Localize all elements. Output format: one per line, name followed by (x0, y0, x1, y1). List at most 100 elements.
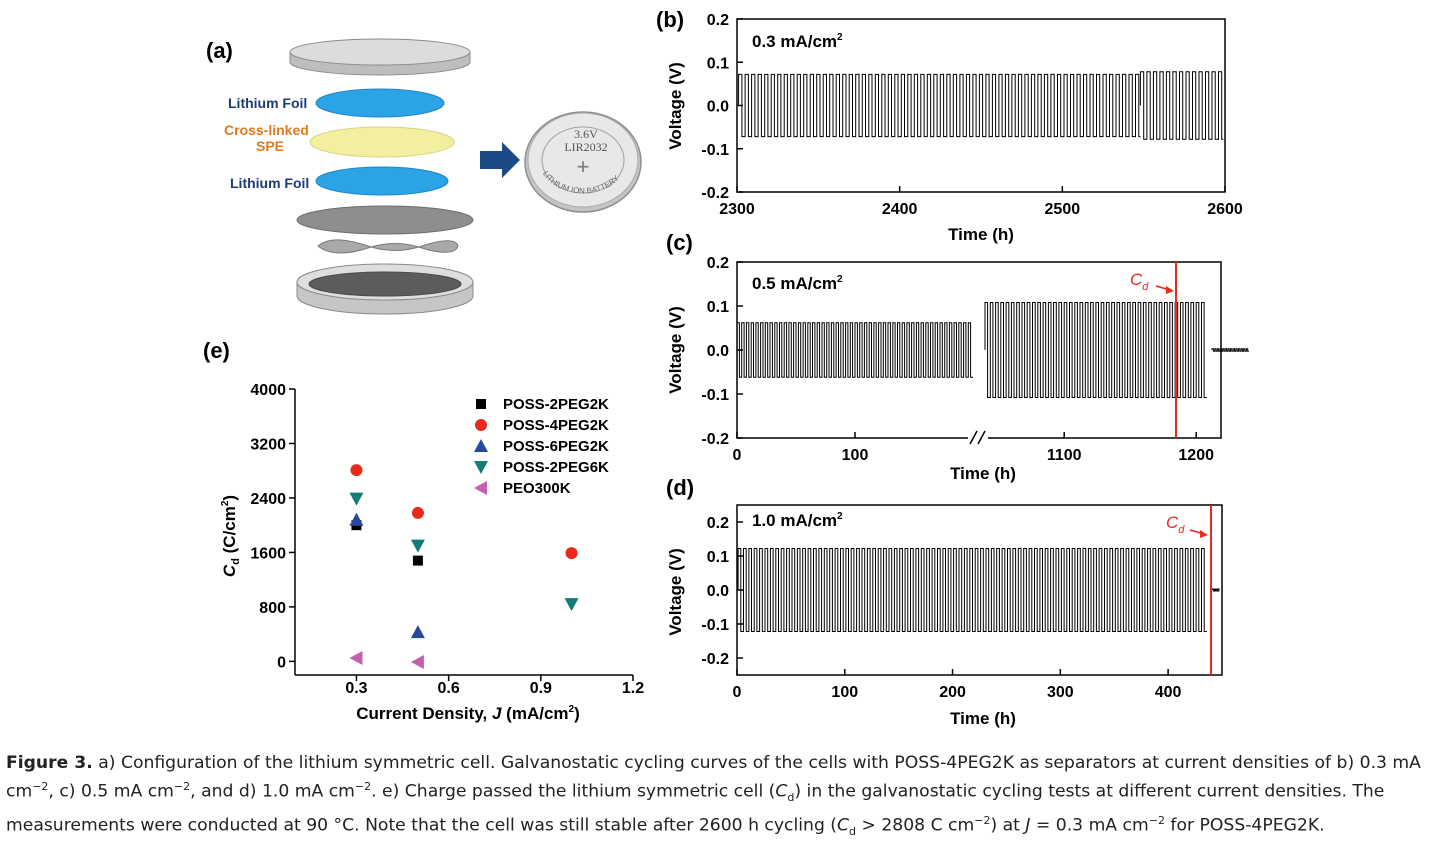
voltage-line-b (738, 71, 1224, 140)
d-xtick-label: 200 (939, 684, 966, 701)
d-ytick-label: -0.2 (701, 651, 729, 668)
e-ytick-label: 800 (259, 600, 286, 617)
arrow-icon (480, 142, 520, 178)
legend-label-poss-2peg2k: POSS-2PEG2K (503, 396, 609, 413)
spe-label-line2: SPE (256, 138, 284, 154)
caption-fragment: −2 (354, 780, 372, 793)
e-ytick-label: 4000 (250, 382, 286, 399)
data-point-peo300k (410, 655, 424, 670)
data-point-poss-2peg6k (564, 598, 579, 612)
c-xtick-label: 1200 (1178, 447, 1214, 464)
battery-plus-sign: + (577, 154, 590, 179)
b-xtick-label: 2400 (882, 201, 918, 218)
caption-fragment: , c) 0.5 mA cm (48, 781, 174, 802)
failure-label-c: Cd (1130, 270, 1149, 293)
c-ytick-label: -0.2 (701, 431, 729, 448)
d-xtick-label: 0 (733, 684, 742, 701)
y-axis-label-d: Voltage (V) (666, 548, 685, 636)
bottom-case-shape (296, 263, 474, 315)
voltage-trace-b (738, 71, 1224, 140)
x-axis-label-c: Time (h) (950, 464, 1016, 483)
c-ytick-label: -0.1 (701, 387, 729, 404)
d-ytick-label: 0.0 (707, 583, 729, 600)
data-point-poss-4peg2k (350, 464, 363, 477)
data-point-poss-6peg2k (410, 625, 425, 639)
e-xtick-label: 0.9 (530, 680, 552, 697)
legend-marker-poss-2peg2k (476, 399, 486, 409)
caption-fragment: C (775, 781, 788, 802)
caption-fragment: > 2808 C cm (856, 815, 975, 836)
legend-e: POSS-2PEG2K POSS-4PEG2K POSS-6PEG2K POSS-2P… (474, 396, 609, 497)
spe-label-line1: Cross-linked (224, 122, 309, 138)
b-ytick-label: 0.0 (707, 99, 729, 116)
battery-model-text: LIR2032 (564, 140, 607, 154)
caption-fragment: −2 (173, 780, 191, 793)
x-axis-label-b: Time (h) (948, 225, 1014, 244)
plot-frame-d (736, 504, 1223, 676)
e-xtick-label: 0.3 (345, 680, 367, 697)
c-xtick-label: 100 (842, 447, 869, 464)
legend-marker-poss-6peg2k (474, 439, 488, 452)
b-xtick-label: 2300 (719, 201, 755, 218)
caption-fragment: a) Configuration of the lithium symmetri… (6, 753, 1421, 802)
data-point-poss-2peg2k (412, 555, 423, 566)
data-point-poss-6peg2k (349, 512, 364, 526)
e-ytick-label: 3200 (250, 436, 286, 453)
legend-marker-poss-4peg2k (475, 419, 487, 431)
battery-voltage-text: 3.6V (574, 127, 598, 141)
data-point-poss-4peg2k (565, 547, 578, 560)
voltage-line-d (737, 548, 1220, 632)
c-ytick-label: 0.1 (707, 299, 729, 316)
panel-a-diagram: (a) Lithium Foil Cross-linked SPE Lithiu… (206, 38, 642, 315)
coin-cell-battery: 3.6V LIR2032 + LITHIUM ION BATTERY (524, 111, 642, 213)
lithium-foil-bottom-shape (315, 166, 449, 196)
legend-marker-peo300k (474, 481, 487, 495)
caption-fragment: ) in the galvanostatic cycling tests at … (6, 781, 1385, 836)
legend-marker-poss-2peg6k (474, 461, 488, 474)
caption-fragment: C (837, 815, 850, 836)
current-density-annotation-d: 1.0 mA/cm2 (752, 511, 843, 530)
failure-arrow-d (1189, 529, 1208, 538)
d-ytick-label: 0.2 (707, 515, 729, 532)
caption-fragment: −2 (974, 814, 991, 828)
lithium-foil-bottom-label: Lithium Foil (230, 175, 309, 191)
c-xtick-label: 0 (733, 447, 742, 464)
axis-break-mark-c (968, 430, 988, 445)
panel-b-chart: (b) 2300 2400 2500 2600 -0.2 -0.1 0.0 0.1 0.2 0.… (656, 7, 1243, 244)
x-axis-label-e: Current Density, J (mA/cm2) (356, 704, 580, 723)
d-ytick-label: -0.1 (701, 617, 729, 634)
c-ytick-label: 0.0 (707, 343, 729, 360)
failure-arrow-c (1155, 285, 1174, 294)
data-point-poss-2peg6k (410, 539, 425, 553)
caption-fragment: , and d) 1.0 mA cm (190, 781, 355, 802)
caption-fragment: −2 (1148, 814, 1165, 828)
voltage-line-c (736, 302, 1249, 398)
panel-d-chart: (d) 0 100 200 300 400 -0.2 -0.1 0.0 0.1 0.2 1.0 m… (666, 475, 1223, 728)
panel-c-chart: (c) 0 100 1100 1200 -0.2 -0.1 0.0 0.1 0.2 0.5 mA… (666, 230, 1249, 483)
figure-caption-label: Figure 3. (6, 753, 93, 773)
current-density-annotation-b: 0.3 mA/cm2 (752, 32, 843, 51)
d-ytick-label: 0.1 (707, 549, 729, 566)
spring-shape (317, 239, 459, 254)
b-xtick-label: 2600 (1207, 201, 1243, 218)
b-ytick-label: 0.1 (707, 55, 729, 72)
panel-label-e: (e) (203, 338, 230, 363)
current-density-annotation-c: 0.5 mA/cm2 (752, 274, 843, 293)
figure-caption: Figure 3. a) Configuration of the lithiu… (6, 752, 1442, 843)
top-cap-shape (289, 38, 471, 76)
caption-fragment: J (1025, 815, 1031, 836)
caption-fragment: −2 (32, 780, 49, 793)
d-xtick-label: 400 (1155, 684, 1182, 701)
panel-label-b: (b) (656, 7, 684, 32)
panel-label-a: (a) (206, 38, 233, 63)
failure-label-d: Cd (1166, 513, 1185, 536)
scatter-points-e (349, 464, 579, 670)
legend-label-poss-6peg2k: POSS-6PEG2K (503, 438, 609, 455)
b-ytick-label: -0.1 (701, 142, 729, 159)
caption-fragment: d (849, 825, 857, 839)
b-xtick-label: 2500 (1045, 201, 1081, 218)
e-ytick-label: 0 (277, 654, 286, 671)
y-axis-label-c: Voltage (V) (666, 306, 685, 394)
c-ytick-label: 0.2 (707, 255, 729, 272)
y-axis-label-e: Cd (C/cm2) (220, 495, 242, 577)
